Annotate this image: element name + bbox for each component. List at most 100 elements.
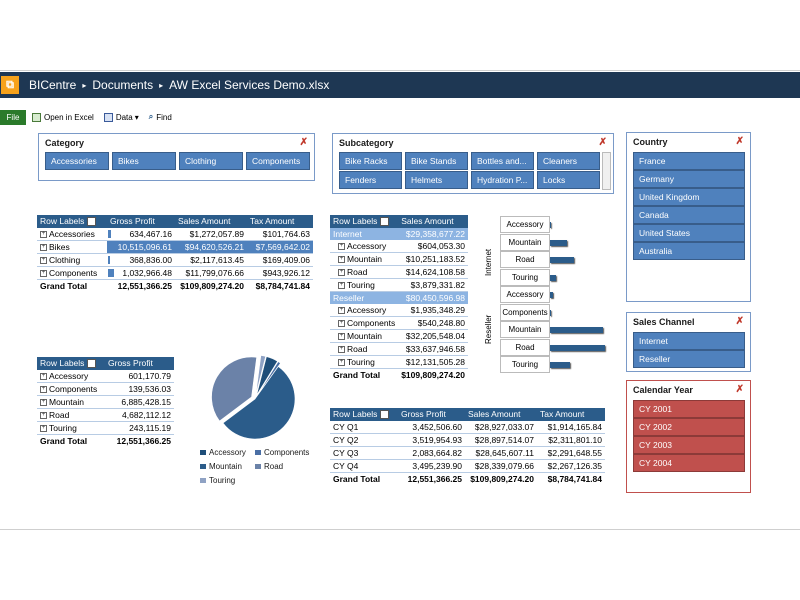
row-label[interactable]: + Accessory xyxy=(330,304,399,317)
slicer-item-germany[interactable]: Germany xyxy=(633,170,745,188)
expand-icon[interactable]: + xyxy=(338,269,345,277)
slicer-item-bottles[interactable]: Bottles and... xyxy=(471,152,534,170)
expand-icon[interactable]: + xyxy=(338,359,345,367)
row-label[interactable]: CY Q4 xyxy=(330,459,398,473)
bar-axis-label: Touring xyxy=(500,356,550,373)
row-label[interactable]: + Bikes xyxy=(37,240,107,254)
expand-icon[interactable]: + xyxy=(40,385,47,393)
slicer-item-france[interactable]: France xyxy=(633,152,745,170)
row-label[interactable]: + Accessory xyxy=(37,369,105,383)
pivot-table-channel: Row Labels Sales Amount Internet $29,358… xyxy=(330,215,469,381)
expand-icon[interactable]: + xyxy=(40,372,47,380)
expand-icon[interactable]: + xyxy=(338,243,345,251)
find-button[interactable]: ⌕ Find xyxy=(149,112,172,122)
filter-dropdown-icon[interactable] xyxy=(380,217,390,227)
row-label[interactable]: + Touring xyxy=(37,421,105,435)
legend-swatch xyxy=(200,464,206,469)
expand-icon[interactable]: + xyxy=(40,243,47,251)
expand-icon[interactable]: + xyxy=(338,346,345,354)
slicer-item-united-kingdom[interactable]: United Kingdom xyxy=(633,188,745,206)
slicer-item-clothing[interactable]: Clothing xyxy=(179,152,243,170)
pivot-table-profit: Row Labels Gross Profit + Accessory 601,1… xyxy=(37,357,174,447)
row-label[interactable]: + Accessories xyxy=(37,227,107,241)
legend-label: Road xyxy=(264,462,284,471)
row-label[interactable]: + Accessory xyxy=(330,240,399,253)
expand-icon[interactable]: + xyxy=(40,398,47,406)
expand-icon[interactable]: + xyxy=(40,269,47,277)
table-row: + Components 139,536.03 xyxy=(37,382,174,396)
file-button[interactable]: File xyxy=(0,109,26,125)
row-label[interactable]: + Road xyxy=(330,342,399,356)
clear-filter-icon[interactable]: ✗ xyxy=(735,316,744,327)
row-label[interactable]: + Clothing xyxy=(37,253,107,267)
slicer-item-cy-2004[interactable]: CY 2004 xyxy=(633,454,745,472)
row-label[interactable]: CY Q1 xyxy=(330,420,398,434)
expand-icon[interactable]: + xyxy=(338,282,345,290)
slicer-item-cy-2003[interactable]: CY 2003 xyxy=(633,436,745,454)
cell-value: $540,248.80 xyxy=(398,316,469,330)
slicer-item-locks[interactable]: Locks xyxy=(537,171,600,189)
slicer-item-helmets[interactable]: Helmets xyxy=(405,171,468,189)
expand-icon[interactable]: + xyxy=(338,307,345,315)
row-label[interactable]: + Components xyxy=(330,316,399,330)
row-label[interactable]: CY Q2 xyxy=(330,433,398,447)
row-label[interactable]: CY Q3 xyxy=(330,446,398,460)
group-label[interactable]: Internet xyxy=(330,227,399,240)
pivot-col-row-labels[interactable]: Row Labels xyxy=(37,357,105,370)
filter-dropdown-icon[interactable] xyxy=(87,217,97,227)
slicer-item-bike-racks[interactable]: Bike Racks xyxy=(339,152,402,170)
pivot-col-row-labels[interactable]: Row Labels xyxy=(330,215,399,228)
clear-filter-icon[interactable]: ✗ xyxy=(598,137,607,148)
row-label[interactable]: + Road xyxy=(37,408,105,422)
subcategory-slicer-title: Subcategory ✗ xyxy=(333,134,613,152)
clear-filter-icon[interactable]: ✗ xyxy=(735,384,744,395)
expand-icon[interactable]: + xyxy=(40,256,47,264)
row-label[interactable]: + Mountain xyxy=(37,395,105,409)
row-label[interactable]: + Mountain xyxy=(330,252,399,266)
slicer-item-fenders[interactable]: Fenders xyxy=(339,171,402,189)
slicer-item-components[interactable]: Components xyxy=(246,152,310,170)
slicer-item-cy-2002[interactable]: CY 2002 xyxy=(633,418,745,436)
slicer-item-bike-stands[interactable]: Bike Stands xyxy=(405,152,468,170)
breadcrumb-site[interactable]: BICentre xyxy=(29,78,77,92)
expand-icon[interactable]: + xyxy=(40,230,47,238)
clear-filter-icon[interactable]: ✗ xyxy=(735,136,744,147)
row-label[interactable]: + Touring xyxy=(330,278,399,292)
pivot-col-tax-amount: Tax Amount xyxy=(247,215,313,228)
clear-filter-icon[interactable]: ✗ xyxy=(299,137,308,148)
slicer-item-canada[interactable]: Canada xyxy=(633,206,745,224)
expand-icon[interactable]: + xyxy=(338,320,345,328)
expand-icon[interactable]: + xyxy=(338,256,345,264)
slicer-scrollbar[interactable] xyxy=(602,152,611,190)
expand-icon[interactable]: + xyxy=(40,411,47,419)
slicer-item-bikes[interactable]: Bikes xyxy=(112,152,176,170)
slicer-item-united-states[interactable]: United States xyxy=(633,224,745,242)
expand-icon[interactable]: + xyxy=(338,333,345,341)
filter-dropdown-icon[interactable] xyxy=(87,359,97,369)
slicer-item-internet[interactable]: Internet xyxy=(633,332,745,350)
row-label[interactable]: + Touring xyxy=(330,355,399,369)
slicer-item-cy-2001[interactable]: CY 2001 xyxy=(633,400,745,418)
group-label[interactable]: Reseller xyxy=(330,291,399,304)
table-row: CY Q2 3,519,954.93 $28,897,514.07 $2,311… xyxy=(330,433,605,447)
open-in-excel-button[interactable]: Open in Excel xyxy=(32,112,94,122)
slicer-item-australia[interactable]: Australia xyxy=(633,242,745,260)
bar-road xyxy=(550,344,606,351)
slicer-item-hydration[interactable]: Hydration P... xyxy=(471,171,534,189)
slicer-item-reseller[interactable]: Reseller xyxy=(633,350,745,368)
expand-icon[interactable]: + xyxy=(40,424,47,432)
row-label[interactable]: + Components xyxy=(37,382,105,396)
row-label[interactable]: + Mountain xyxy=(330,329,399,343)
pivot-header-row: Row Labels Gross Profit Sales Amount Tax… xyxy=(37,215,313,228)
slicer-item-accessories[interactable]: Accessories xyxy=(45,152,109,170)
table-row: + Bikes 10,515,096.61 $94,620,526.21 $7,5… xyxy=(37,240,313,254)
slicer-item-cleaners[interactable]: Cleaners xyxy=(537,152,600,170)
row-label[interactable]: + Road xyxy=(330,265,399,279)
table-row: + Accessory $604,053.30 xyxy=(330,240,469,253)
pivot-col-row-labels[interactable]: Row Labels xyxy=(37,215,107,228)
filter-dropdown-icon[interactable] xyxy=(380,410,390,420)
row-label[interactable]: + Components xyxy=(37,266,107,280)
breadcrumb-library[interactable]: Documents xyxy=(92,78,154,92)
pivot-col-row-labels[interactable]: Row Labels xyxy=(330,408,398,421)
data-menu-button[interactable]: Data ▾ xyxy=(103,112,139,122)
